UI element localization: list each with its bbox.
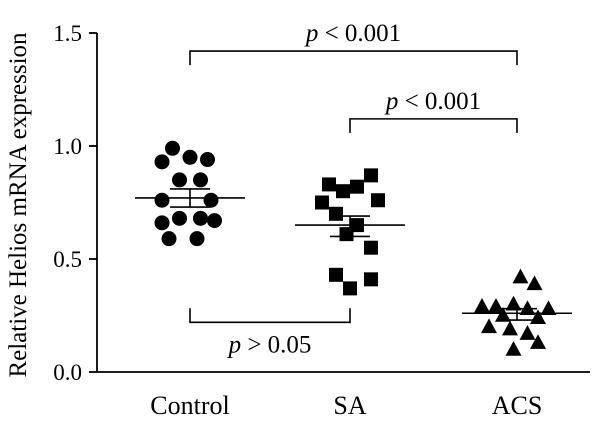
data-point-sa — [364, 168, 378, 183]
significance-bracket: p < 0.001 — [189, 20, 518, 66]
data-point-acs — [519, 300, 536, 316]
data-point-acs — [474, 298, 490, 313]
significance-brackets: p < 0.001 p < 0.001 p > 0.05 — [189, 20, 518, 358]
bracket-line — [349, 118, 518, 133]
data-point-sa — [343, 281, 357, 296]
y-axis-title: Relative Helios mRNA expression — [5, 32, 32, 378]
data-point-control — [207, 213, 222, 229]
data-point-sa — [364, 240, 378, 255]
x-tick-label-sa: SA — [333, 391, 366, 420]
data-point-acs — [481, 318, 497, 334]
y-tick-label: 0.5 — [53, 247, 82, 272]
data-point-control — [193, 210, 208, 226]
y-tick-label: 0.0 — [53, 360, 82, 385]
mean-sem-control — [135, 188, 245, 208]
data-point-acs — [495, 307, 511, 322]
data-point-control — [165, 140, 180, 156]
data-point-acs — [526, 275, 543, 291]
bracket-line — [189, 308, 351, 324]
x-tick-label-acs: ACS — [492, 391, 543, 420]
data-point-control — [154, 215, 170, 231]
bracket-label: p < 0.001 — [384, 88, 481, 115]
data-point-sa — [339, 227, 354, 242]
data-point-control — [189, 231, 205, 247]
mean-sem-bars — [135, 188, 572, 321]
data-points — [154, 140, 557, 356]
data-point-control — [193, 172, 208, 188]
y-ticks: 0.0 0.5 1.0 1.5 — [53, 21, 97, 385]
data-point-acs — [488, 298, 504, 313]
data-point-control — [172, 172, 187, 188]
data-point-control — [154, 192, 170, 208]
axes — [96, 33, 590, 373]
significance-bracket: p > 0.05 — [189, 308, 351, 358]
data-point-acs — [505, 341, 522, 356]
data-point-control — [172, 210, 187, 226]
y-tick-label: 1.0 — [53, 134, 82, 159]
data-point-acs — [530, 309, 546, 325]
x-tick-label-control: Control — [150, 391, 229, 420]
data-point-sa — [322, 177, 336, 192]
data-point-control — [161, 231, 177, 247]
data-point-control — [154, 154, 170, 170]
data-point-sa — [315, 195, 329, 210]
data-point-acs — [530, 334, 546, 349]
bracket-label: p > 0.05 — [227, 331, 312, 358]
data-point-sa — [364, 272, 378, 287]
data-point-control — [203, 192, 219, 208]
data-point-acs — [519, 325, 536, 340]
bracket-label: p < 0.001 — [304, 20, 401, 47]
data-point-control — [200, 152, 215, 168]
significance-bracket: p < 0.001 — [349, 88, 518, 133]
data-point-sa — [329, 267, 343, 282]
data-point-acs — [540, 300, 557, 316]
data-point-sa — [350, 179, 364, 194]
y-tick-label: 1.5 — [53, 21, 82, 46]
data-point-sa — [336, 184, 350, 199]
data-point-acs — [505, 295, 522, 311]
data-point-sa — [329, 206, 343, 221]
data-point-acs — [502, 320, 518, 336]
x-category-labels: Control SA ACS — [150, 391, 542, 420]
bracket-line — [189, 50, 518, 66]
data-point-control — [182, 149, 198, 165]
data-point-sa — [371, 193, 385, 208]
data-point-acs — [512, 268, 529, 284]
